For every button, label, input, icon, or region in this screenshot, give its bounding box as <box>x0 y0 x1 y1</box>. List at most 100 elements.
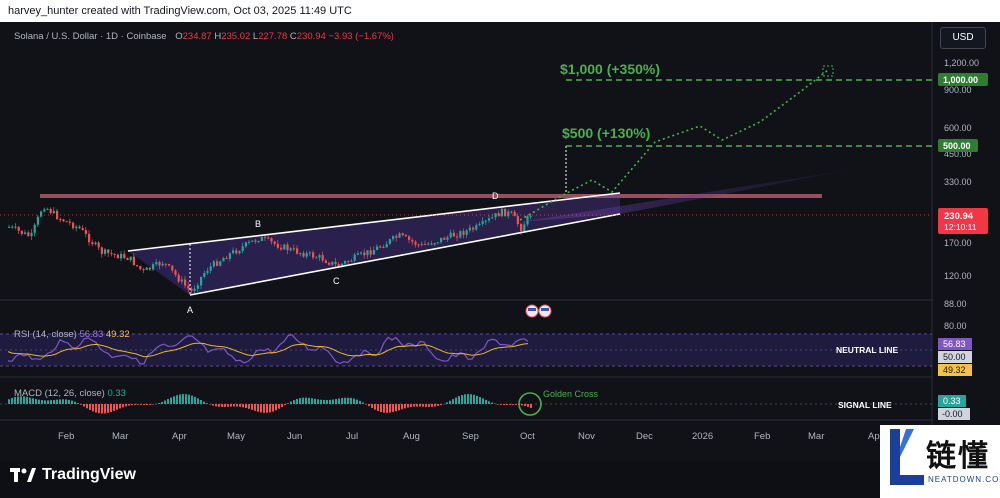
macd-value: 0.33 <box>107 388 126 399</box>
candle-body <box>62 219 65 222</box>
candle-body <box>392 236 395 240</box>
candle-body <box>177 274 180 282</box>
macd-bar <box>170 397 172 404</box>
macd-bar <box>476 395 478 404</box>
candle-body <box>523 224 526 232</box>
macd-bar <box>221 404 223 407</box>
macd-bar <box>77 403 79 404</box>
candle-body <box>315 257 318 259</box>
currency-button[interactable]: USD <box>940 27 986 49</box>
wedge-fill <box>128 193 620 295</box>
candle-body <box>59 219 62 221</box>
macd-legend[interactable]: MACD (12, 26, close) 0.33 <box>14 388 126 399</box>
macd-bar <box>443 403 445 405</box>
candle-body <box>49 208 52 214</box>
rsi-ma-tag <box>938 364 972 376</box>
rsi-ma-tag-text: 49.32 <box>943 365 966 375</box>
macd-bar <box>419 404 421 407</box>
macd-bar <box>311 398 313 404</box>
candle-body <box>520 223 523 232</box>
candle-body <box>472 227 475 230</box>
candle-body <box>241 246 244 252</box>
candle-body <box>174 270 177 275</box>
macd-bar <box>128 404 130 406</box>
macd-bar <box>104 404 106 414</box>
candle-body <box>193 288 196 291</box>
time-axis[interactable]: Feb Mar Apr May Jun Jul Aug Sep Oct Nov … <box>58 431 883 442</box>
symbol-name: Solana / U.S. Dollar · 1D · Coinbase <box>14 31 167 42</box>
candle-body <box>363 252 366 256</box>
candle-body <box>324 260 327 263</box>
rsi-tag <box>938 338 972 350</box>
target-tag-1000-text: 1,000.00 <box>943 75 978 85</box>
rsi-ma-value: 49.32 <box>105 329 130 340</box>
candle-body <box>36 216 39 225</box>
candle-body <box>161 263 164 266</box>
candle-body <box>187 285 190 289</box>
candle-body <box>216 261 219 266</box>
macd-bar <box>431 404 433 407</box>
macd-bar <box>281 404 283 407</box>
macd-bar <box>413 404 415 407</box>
macd-bar <box>350 397 352 404</box>
close-value: 230.94 <box>296 31 326 42</box>
macd-bar <box>200 400 202 404</box>
time-tick: Oct <box>520 431 535 442</box>
macd-bar <box>269 404 271 413</box>
time-tick: Nov <box>578 431 595 442</box>
candle-body <box>235 250 238 254</box>
macd-bar <box>212 404 214 406</box>
macd-bar <box>512 404 514 405</box>
candle-body <box>184 279 187 286</box>
tradingview-logo[interactable]: TradingView <box>10 464 136 486</box>
macd-bar <box>62 399 64 404</box>
candle-body <box>148 267 151 270</box>
macd-bar <box>305 397 307 404</box>
macd-bar <box>65 399 67 404</box>
candle-body <box>321 255 324 261</box>
macd-bar <box>290 401 292 404</box>
candle-body <box>116 254 119 259</box>
point-label-d: D <box>492 191 499 201</box>
watermark-logo-icon <box>890 429 924 485</box>
macd-bar <box>125 404 127 407</box>
macd-bar <box>44 400 46 404</box>
candle-body <box>427 243 430 245</box>
low-label: L <box>252 31 259 42</box>
chart-canvas[interactable]: $1,000 (+350%) $500 (+130%) A B C D NEUT… <box>0 22 1000 462</box>
candle-body <box>196 285 199 289</box>
macd-bar <box>317 399 319 404</box>
golden-cross-marker <box>518 392 542 416</box>
price-tick: 330.00 <box>944 177 972 187</box>
event-flags-icon[interactable] <box>525 304 552 318</box>
time-tick: Jul <box>346 431 358 442</box>
candle-body <box>14 226 17 228</box>
macd-bar <box>86 404 88 409</box>
candle-body <box>478 223 481 226</box>
price-tick: 170.00 <box>944 238 972 248</box>
macd-bar <box>416 404 418 407</box>
rsi-legend[interactable]: RSI (14, close) 56.83 49.32 <box>14 329 130 340</box>
candle-body <box>78 226 81 229</box>
time-tick: Dec <box>636 431 653 442</box>
candle-body <box>91 242 94 245</box>
candle-body <box>350 260 353 262</box>
price-tick: 120.00 <box>944 271 972 281</box>
symbol-legend[interactable]: Solana / U.S. Dollar · 1D · Coinbase O23… <box>14 31 394 42</box>
macd-bar <box>485 399 487 404</box>
macd-bar <box>383 404 385 413</box>
price-axis[interactable]: 1,200.00 900.00 600.00 450.00 330.00 170… <box>944 58 979 331</box>
candle-body <box>72 222 75 229</box>
candle-body <box>276 243 279 248</box>
macd-bar <box>245 404 247 408</box>
candle-body <box>372 249 375 255</box>
macd-bar <box>488 401 490 404</box>
macd-bar <box>353 398 355 404</box>
candle-body <box>414 241 417 245</box>
chart-area[interactable]: $1,000 (+350%) $500 (+130%) A B C D NEUT… <box>0 22 1000 462</box>
macd-bar <box>242 404 244 408</box>
macd-label: MACD (12, 26, close) <box>14 388 105 399</box>
macd-bar <box>107 404 109 413</box>
time-tick: Sep <box>462 431 479 442</box>
macd-bar <box>428 404 430 407</box>
